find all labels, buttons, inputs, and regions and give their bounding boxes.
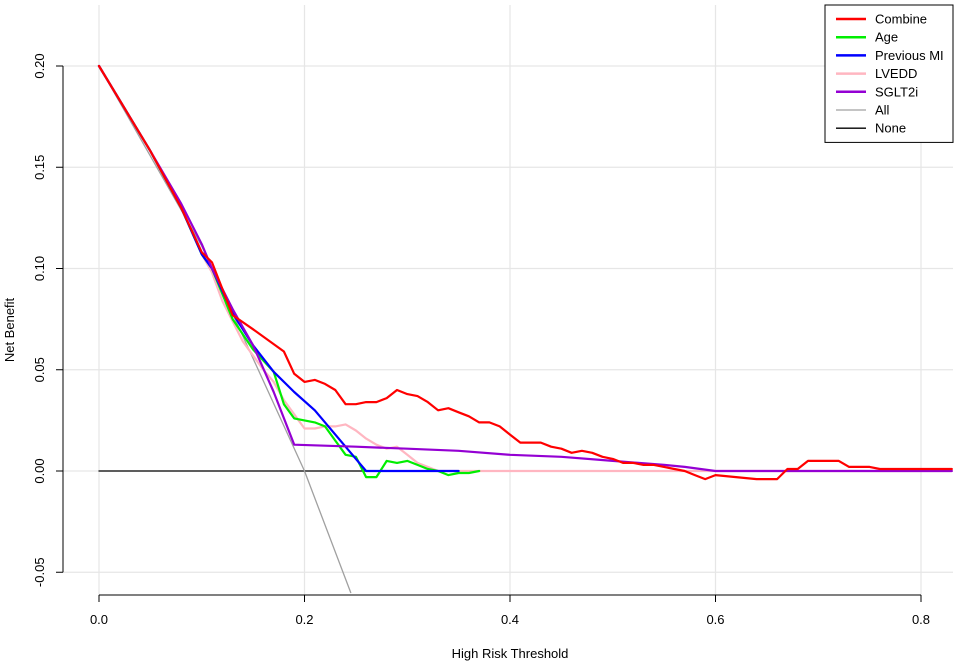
y-tick-label: -0.05 (32, 557, 47, 587)
series-line-all (98, 65, 352, 594)
x-tick-label: 0.2 (295, 612, 313, 627)
legend-label: SGLT2i (875, 84, 918, 99)
axes: 0.0 0.2 0.4 0.6 0.8 -0.05 0.00 0.05 0.10 0.15 0.20 (32, 53, 930, 627)
x-tick-label: 0.4 (501, 612, 519, 627)
legend-label: Combine (875, 12, 927, 27)
x-tick-label: 0.8 (912, 612, 930, 627)
y-tick-label: 0.05 (32, 357, 47, 382)
series-line-lvedd (97, 64, 953, 473)
legend-label: LVEDD (875, 66, 917, 81)
legend-label: Age (875, 30, 898, 45)
legend: Combine Age Previous MI LVEDD SGLT2i All None (824, 4, 954, 143)
legend-label: Previous MI (875, 48, 944, 63)
y-axis-title: Net Benefit (2, 297, 17, 362)
y-tick-label: 0.10 (32, 256, 47, 281)
x-tick-label: 0.0 (90, 612, 108, 627)
legend-label: All (875, 103, 890, 118)
y-tick-label: 0.00 (32, 458, 47, 483)
x-axis-title: High Risk Threshold (452, 646, 569, 661)
x-tick-label: 0.6 (706, 612, 724, 627)
y-tick-label: 0.15 (32, 155, 47, 180)
legend-label: None (875, 121, 906, 136)
series-lines (97, 64, 953, 594)
y-tick-label: 0.20 (32, 53, 47, 78)
series-line-combine (97, 64, 953, 481)
